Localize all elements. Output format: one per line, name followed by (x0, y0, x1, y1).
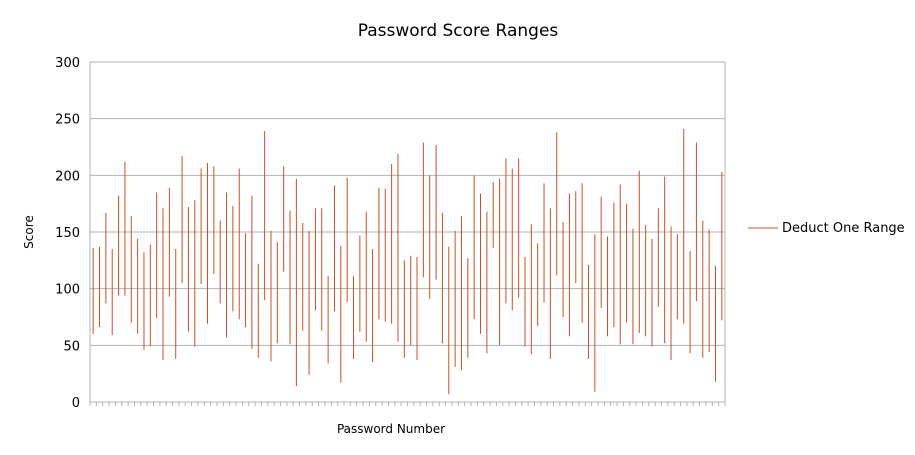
y-tick-label: 200 (55, 169, 80, 184)
y-tick-label: 100 (55, 283, 80, 298)
chart-title: Password Score Ranges (358, 21, 559, 41)
legend: Deduct One Range (748, 221, 905, 236)
x-axis-label: Password Number (337, 422, 445, 436)
gridlines (90, 61, 725, 346)
y-tick-label: 50 (63, 339, 80, 354)
legend-label: Deduct One Range (782, 221, 905, 236)
y-tick-labels: 0 50 100 150 200 250 300 (55, 56, 80, 411)
range-series (92, 128, 723, 395)
y-tick-label: 300 (55, 56, 80, 71)
y-tick-label: 0 (72, 396, 80, 411)
y-axis-label: Score (22, 215, 36, 249)
y-tick-label: 250 (55, 113, 80, 128)
axes (89, 61, 726, 406)
y-tick-label: 150 (55, 226, 80, 241)
